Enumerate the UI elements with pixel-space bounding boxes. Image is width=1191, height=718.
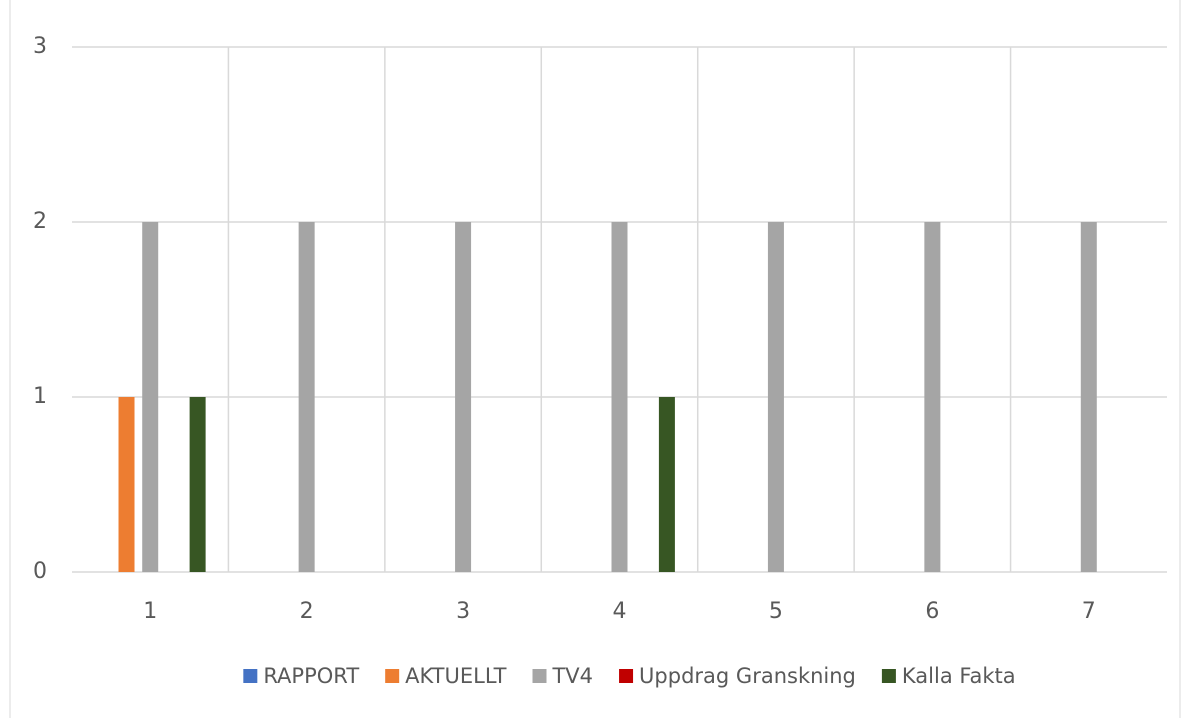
bar bbox=[1080, 222, 1097, 572]
x-tick-label: 7 bbox=[1082, 599, 1096, 624]
x-tick-label: 2 bbox=[300, 599, 314, 624]
bar bbox=[298, 222, 315, 572]
x-tick-label: 6 bbox=[925, 599, 939, 624]
bar bbox=[611, 222, 628, 572]
bar bbox=[455, 222, 472, 572]
x-tick-label: 1 bbox=[143, 599, 157, 624]
x-tick-label: 3 bbox=[456, 599, 470, 624]
legend-label: AKTUELLT bbox=[405, 664, 506, 688]
y-tick-label: 1 bbox=[33, 384, 47, 409]
y-tick-label: 2 bbox=[33, 209, 47, 234]
legend-swatch bbox=[881, 669, 896, 683]
bar bbox=[658, 397, 675, 572]
legend-swatch bbox=[385, 669, 400, 683]
bar bbox=[767, 222, 784, 572]
y-tick-label: 0 bbox=[33, 559, 47, 584]
y-tick-label: 3 bbox=[33, 34, 47, 59]
bar bbox=[118, 397, 135, 572]
legend-swatch bbox=[532, 669, 547, 683]
legend-swatch bbox=[619, 669, 634, 683]
legend-label: Uppdrag Granskning bbox=[639, 664, 856, 688]
legend-swatch bbox=[243, 669, 258, 683]
legend-label: Kalla Fakta bbox=[902, 664, 1016, 688]
x-tick-label: 4 bbox=[613, 599, 627, 624]
bar bbox=[142, 222, 159, 572]
legend-label: TV4 bbox=[551, 664, 593, 688]
legend-label: RAPPORT bbox=[263, 664, 359, 688]
bar bbox=[189, 397, 206, 572]
x-tick-label: 5 bbox=[769, 599, 783, 624]
chart-frame bbox=[9, 0, 1181, 718]
bar bbox=[924, 222, 941, 572]
